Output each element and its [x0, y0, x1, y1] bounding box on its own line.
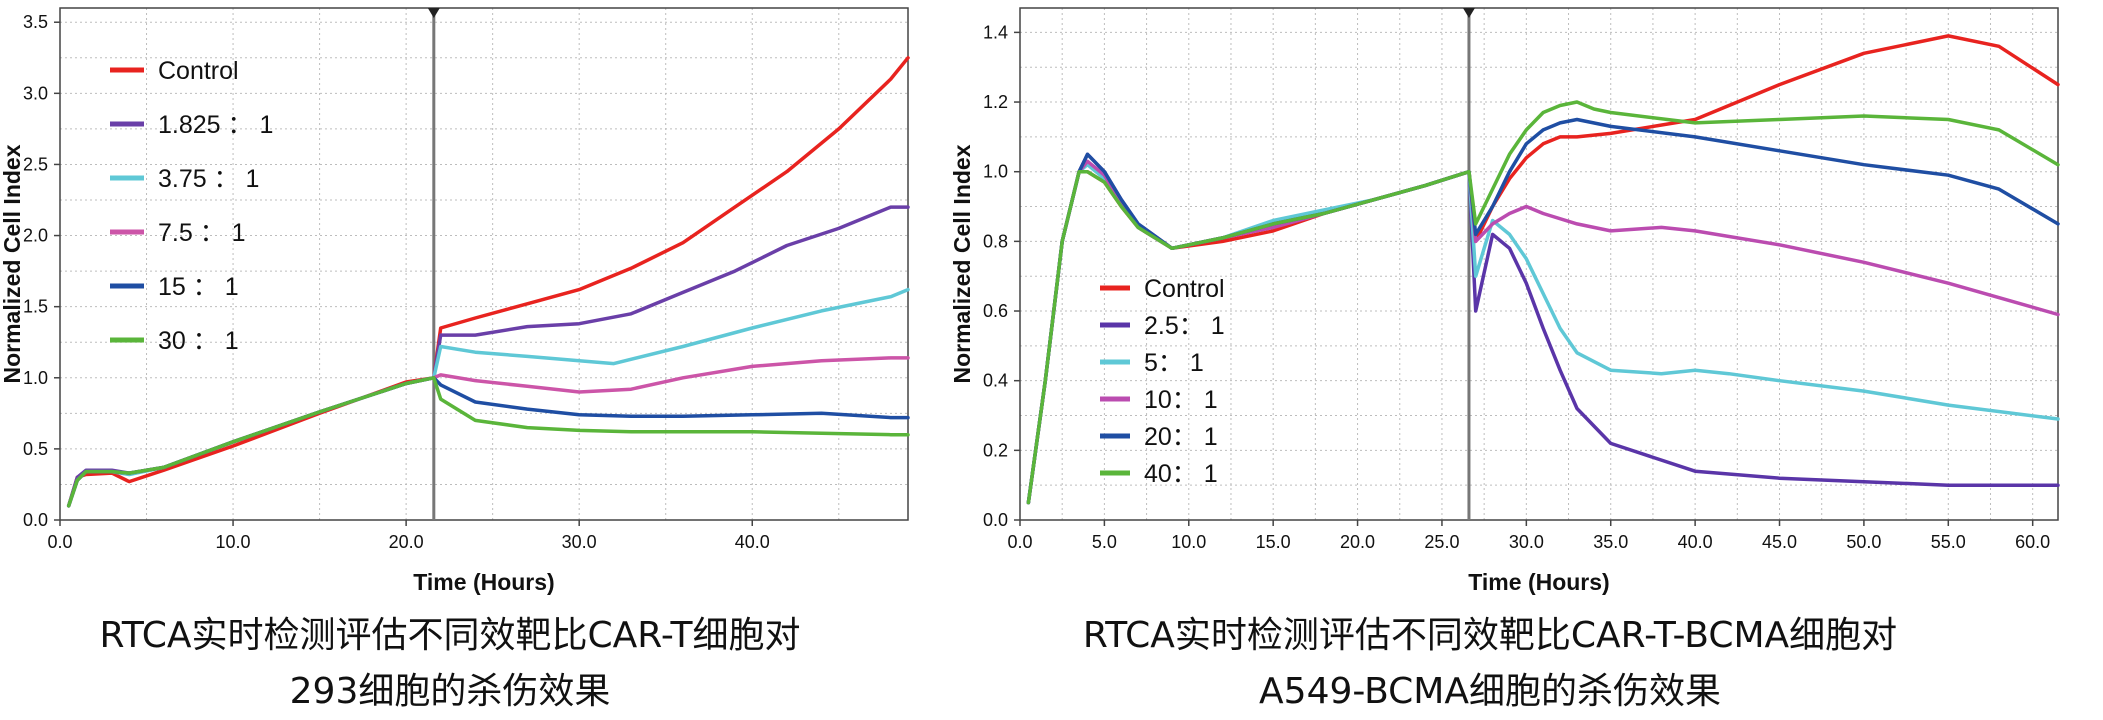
legend-label-4: 20： 1	[1144, 423, 1218, 451]
legend-label-5: 30 ： 1	[158, 327, 239, 355]
chart-right: 0.0 5.0 10.0 15.0 20.0 25.0 30.0 35.0 40.0 45.0 50…	[950, 0, 2103, 600]
legend-label-1: 2.5： 1	[1144, 312, 1225, 340]
x-tick-label: 20.0	[389, 532, 424, 552]
x-tick-label: 30.0	[1509, 532, 1544, 552]
caption-left-line-1: RTCA实时检测评估不同效靶比CAR-T细胞对	[20, 608, 880, 664]
x-axis-title: Time (Hours)	[413, 569, 554, 595]
y-tick-label: 0.0	[983, 510, 1008, 530]
caption-right-line-1: RTCA实时检测评估不同效靶比CAR-T-BCMA细胞对	[960, 608, 2020, 664]
legend-label-5: 40： 1	[1144, 460, 1218, 488]
caption-right-line-2: A549-BCMA细胞的杀伤效果	[960, 664, 2020, 720]
chart-panel-left: 0.0 10.0 20.0 30.0 40.0 0.0 0.5 1.0 1.5 2.0 2.5 3.0…	[0, 0, 920, 713]
chart-left: 0.0 10.0 20.0 30.0 40.0 0.0 0.5 1.0 1.5 2.0 2.5 3.0…	[0, 0, 920, 600]
x-tick-label: 20.0	[1340, 532, 1375, 552]
y-tick-label: 2.0	[23, 226, 48, 246]
x-tick-label: 5.0	[1092, 532, 1117, 552]
x-tick-label: 10.0	[216, 532, 251, 552]
y-axis-title: Normalized Cell Index	[949, 144, 975, 383]
legend-label-3: 10： 1	[1144, 386, 1218, 414]
x-tick-label: 25.0	[1424, 532, 1459, 552]
x-tick-label: 35.0	[1593, 532, 1628, 552]
y-tick-label: 3.5	[23, 12, 48, 32]
x-tick-label: 60.0	[2015, 532, 2050, 552]
x-tick-label: 40.0	[735, 532, 770, 552]
y-tick-label: 0.5	[23, 439, 48, 459]
legend-label-1: 1.825 ： 1	[158, 111, 273, 139]
caption-right: RTCA实时检测评估不同效靶比CAR-T-BCMA细胞对 A549-BCMA细胞…	[960, 608, 2020, 720]
y-tick-label: 0.8	[983, 231, 1008, 251]
y-tick-label: 3.0	[23, 83, 48, 103]
legend-label-4: 15 ： 1	[158, 273, 239, 301]
y-tick-label: 1.2	[983, 92, 1008, 112]
x-tick-label: 40.0	[1678, 532, 1713, 552]
y-tick-label: 2.5	[23, 154, 48, 174]
x-tick-label: 30.0	[562, 532, 597, 552]
legend-label-2: 3.75 ： 1	[158, 165, 259, 193]
x-tick-label: 0.0	[47, 532, 72, 552]
legend-label-2: 5： 1	[1144, 349, 1204, 377]
y-tick-label: 1.4	[983, 22, 1008, 42]
y-tick-label: 0.6	[983, 301, 1008, 321]
x-tick-label: 15.0	[1256, 532, 1291, 552]
caption-left-line-2: 293细胞的杀伤效果	[20, 664, 880, 720]
chart-panel-right: 0.0 5.0 10.0 15.0 20.0 25.0 30.0 35.0 40.0 45.0 50…	[950, 0, 2103, 713]
y-tick-label: 0.4	[983, 371, 1008, 391]
legend-label-0: Control	[158, 57, 239, 85]
x-tick-label: 45.0	[1762, 532, 1797, 552]
legend-label-0: Control	[1144, 275, 1225, 303]
x-tick-label: 0.0	[1007, 532, 1032, 552]
x-axis-title: Time (Hours)	[1468, 569, 1609, 595]
y-tick-label: 0.2	[983, 440, 1008, 460]
y-axis-title: Normalized Cell Index	[0, 144, 25, 383]
y-tick-label: 1.0	[983, 162, 1008, 182]
x-tick-label: 10.0	[1171, 532, 1206, 552]
x-tick-label: 55.0	[1931, 532, 1966, 552]
y-tick-label: 1.0	[23, 368, 48, 388]
caption-left: RTCA实时检测评估不同效靶比CAR-T细胞对 293细胞的杀伤效果	[20, 608, 880, 720]
legend-label-3: 7.5 ： 1	[158, 219, 246, 247]
y-tick-label: 1.5	[23, 297, 48, 317]
x-tick-label: 50.0	[1846, 532, 1881, 552]
y-tick-label: 0.0	[23, 510, 48, 530]
